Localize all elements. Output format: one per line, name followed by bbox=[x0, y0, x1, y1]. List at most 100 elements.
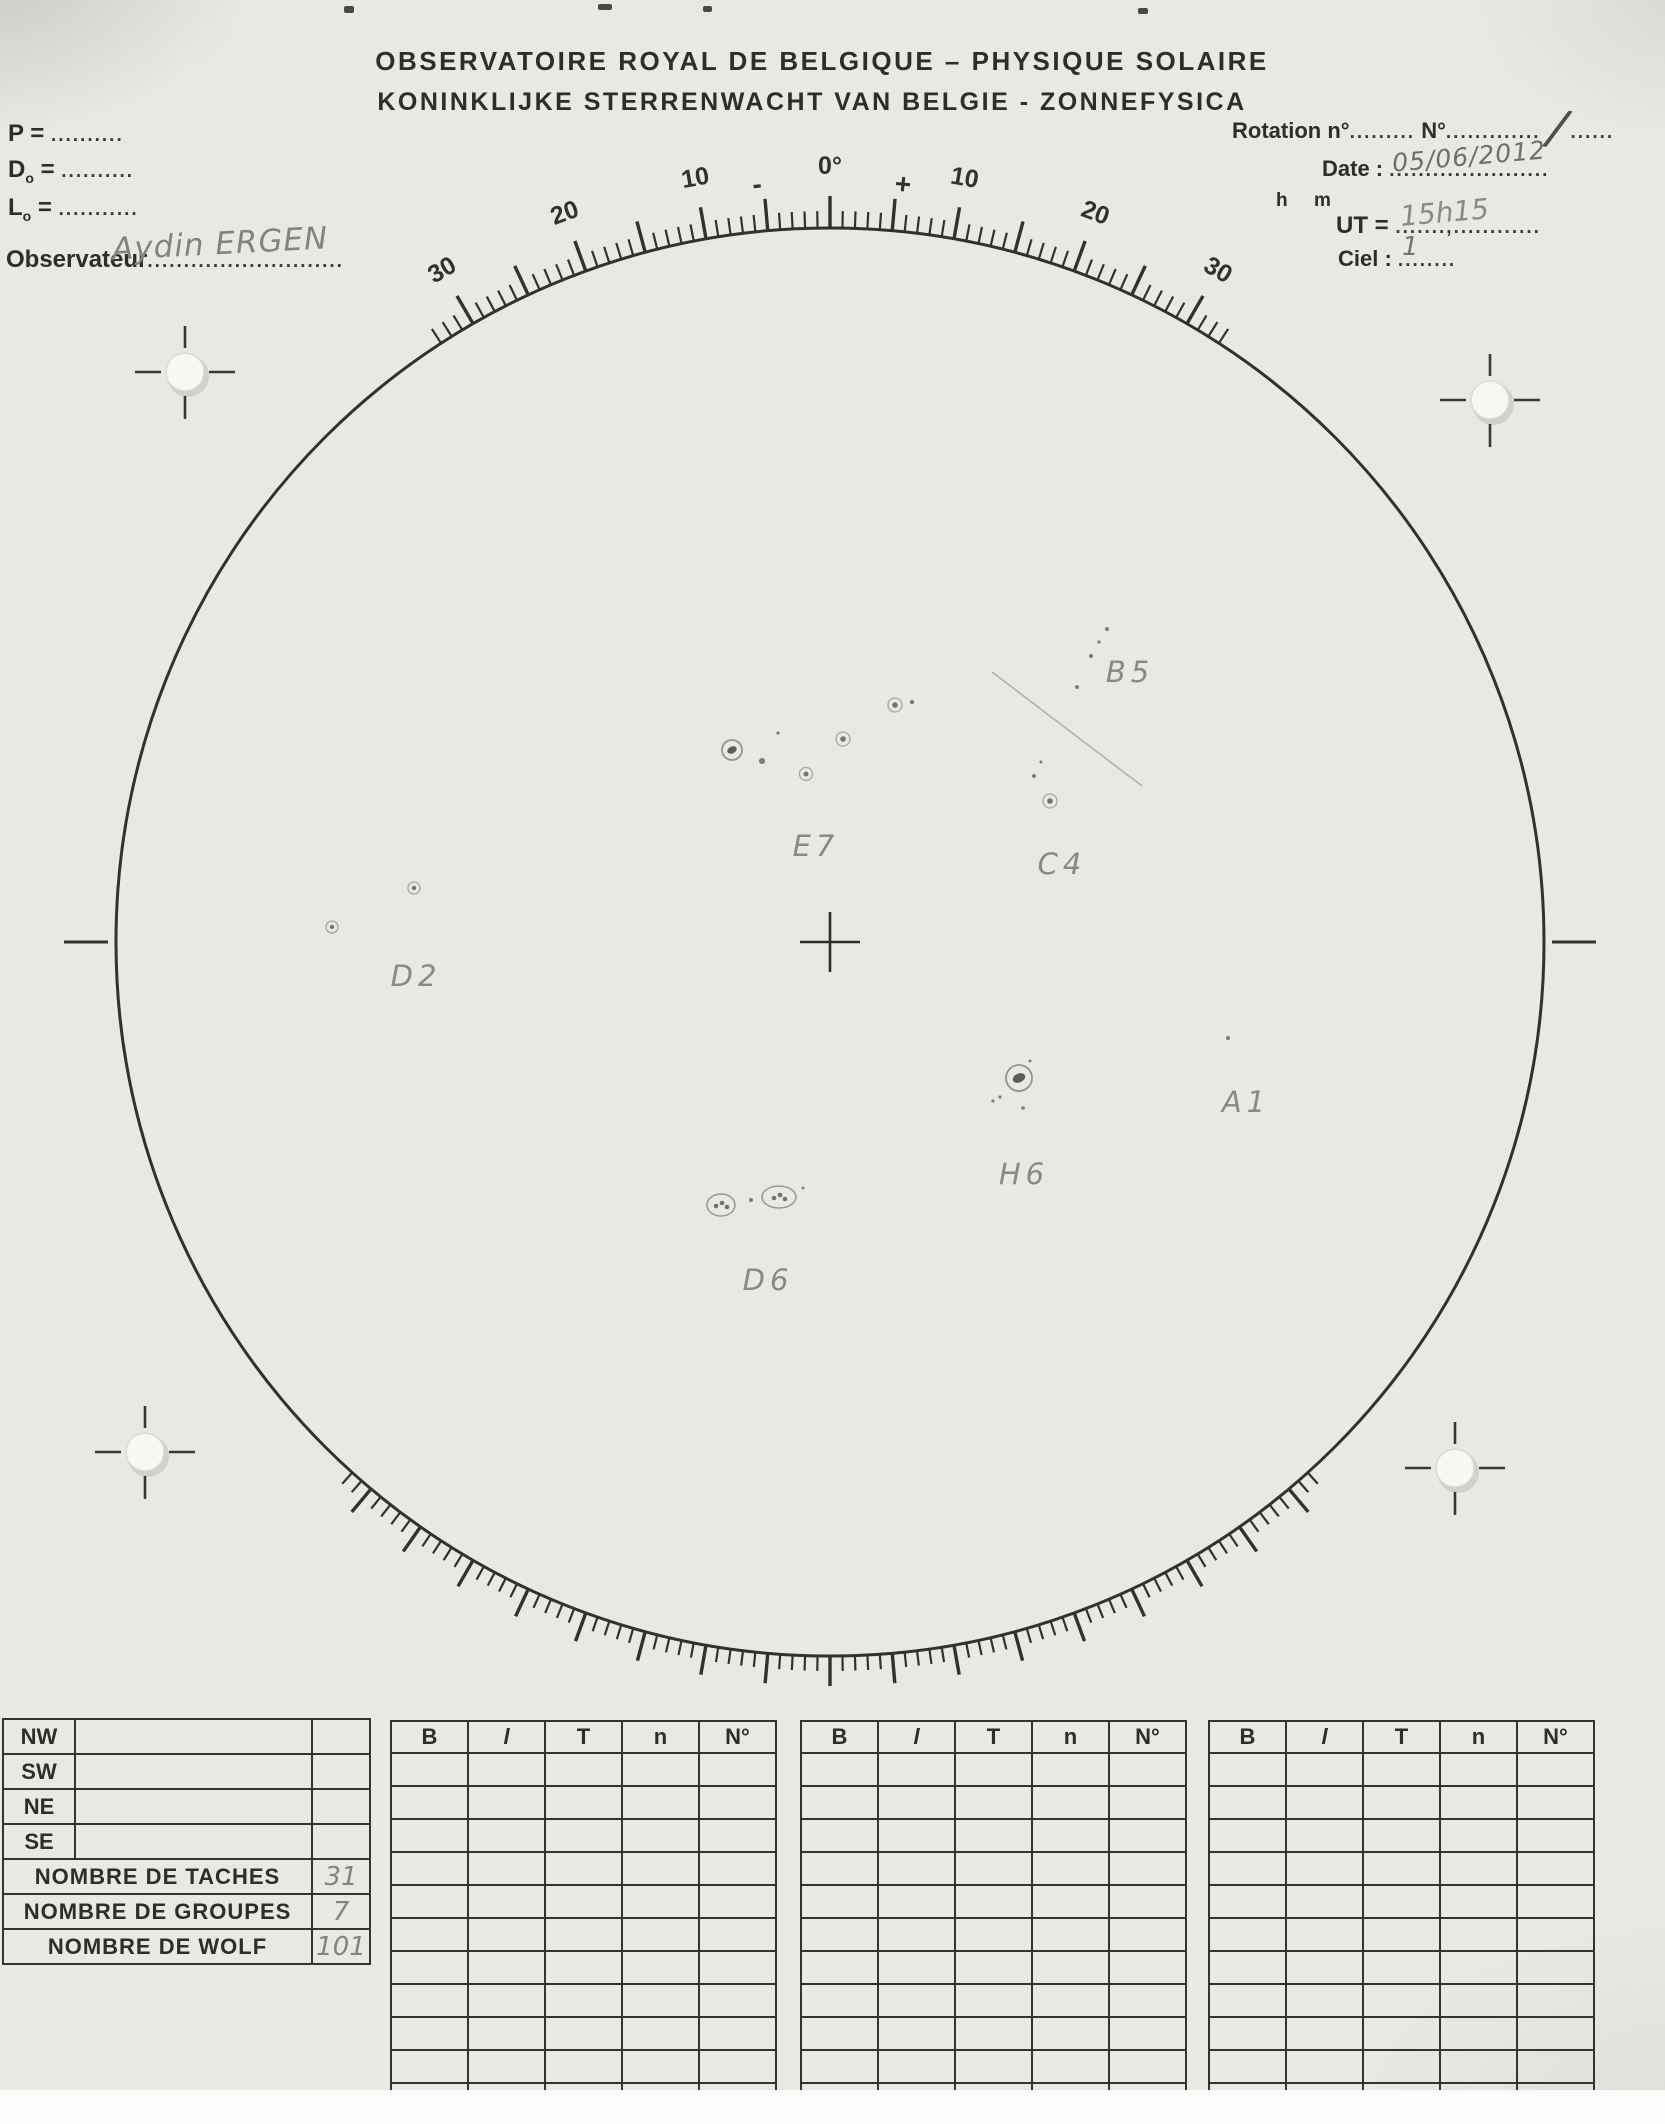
rotation-label: Rotation n° bbox=[1232, 118, 1350, 143]
top-scale-tick bbox=[676, 226, 683, 244]
bottom-scale-tick bbox=[699, 1644, 708, 1675]
measurement-empty-cell bbox=[1362, 1752, 1441, 1787]
fiducial-marker bbox=[125, 1432, 165, 1472]
top-scale-tick bbox=[903, 214, 908, 233]
top-scale-tick bbox=[1037, 242, 1045, 260]
measurement-empty-cell bbox=[1031, 1917, 1110, 1952]
column-header-B: B bbox=[1208, 1720, 1287, 1754]
sunspot-umbra-D2 bbox=[411, 885, 417, 891]
bottom-scale-tick bbox=[714, 1647, 720, 1663]
measurement-empty-cell bbox=[1108, 1785, 1187, 1820]
measurement-empty-cell bbox=[1208, 1983, 1287, 2018]
bottom-scale-tick bbox=[1037, 1624, 1045, 1640]
measurement-empty-cell bbox=[1439, 2049, 1518, 2084]
measurement-empty-cell bbox=[1208, 2016, 1287, 2051]
bottom-scale-tick bbox=[1001, 1634, 1008, 1650]
measurement-empty-cell bbox=[1285, 1917, 1364, 1952]
measurement-empty-cell bbox=[1439, 1851, 1518, 1886]
measurement-empty-cell bbox=[390, 2049, 469, 2084]
sunspot-penumbra-E7 bbox=[798, 766, 814, 782]
measurement-empty-cell bbox=[1516, 2016, 1595, 2051]
bottom-scale-tick bbox=[928, 1648, 933, 1665]
measurement-empty-row bbox=[800, 2049, 1187, 2084]
bottom-scale-tick bbox=[341, 1471, 354, 1485]
top-scale-tick bbox=[1061, 250, 1070, 268]
top-scale-tick bbox=[977, 226, 984, 244]
measurement-empty-row bbox=[1208, 2016, 1595, 2051]
summary-label: NOMBRE DE WOLF bbox=[2, 1928, 313, 1965]
measurement-empty-cell bbox=[1208, 1917, 1287, 1952]
column-header-No: N° bbox=[1108, 1720, 1187, 1754]
quadrant-row-nw: NW bbox=[2, 1718, 371, 1755]
bottom-scale-tick bbox=[1025, 1628, 1032, 1644]
sunspot-ring-H6 bbox=[1005, 1064, 1033, 1092]
top-scale-tick bbox=[590, 250, 599, 268]
measurement-empty-cell bbox=[954, 1983, 1033, 2018]
hm-label: h m bbox=[1276, 190, 1331, 211]
group-label-B5: B5 bbox=[1106, 655, 1154, 689]
field-date: Date : ...................... bbox=[1322, 156, 1549, 182]
top-scale-tick bbox=[455, 295, 475, 325]
number-dotted-line: ............. bbox=[1445, 122, 1541, 143]
summary-label: NOMBRE DE GROUPES bbox=[2, 1893, 313, 1930]
top-scale-tick bbox=[1207, 321, 1219, 338]
measurement-empty-row bbox=[1208, 1818, 1595, 1853]
field-rotation: Rotation n°......... N°.................… bbox=[1232, 118, 1614, 144]
measurement-empty-cell bbox=[1108, 1950, 1187, 1985]
measurement-empty-cell bbox=[621, 2016, 700, 2051]
measurement-empty-cell bbox=[467, 1818, 546, 1853]
measurement-empty-cell bbox=[1031, 1818, 1110, 1853]
measurement-empty-row bbox=[390, 1851, 777, 1886]
column-header-T: T bbox=[544, 1720, 623, 1754]
bottom-scale-tick bbox=[752, 1651, 757, 1668]
measurement-empty-cell bbox=[390, 2016, 469, 2051]
measurement-empty-cell bbox=[698, 2016, 777, 2051]
measurement-empty-cell bbox=[544, 1917, 623, 1952]
top-scale-tick bbox=[1164, 296, 1175, 313]
quadrant-row-sw: SW bbox=[2, 1753, 371, 1790]
bottom-scale-tick bbox=[380, 1503, 392, 1518]
measurement-empty-cell bbox=[390, 1818, 469, 1853]
measurement-empty-cell bbox=[1516, 1884, 1595, 1919]
observer-label: Observateur bbox=[6, 246, 148, 273]
field-p: P = .......... bbox=[8, 120, 124, 148]
bottom-scale-tick bbox=[498, 1577, 507, 1593]
group-label-H6: H6 bbox=[999, 1157, 1049, 1191]
measurement-empty-cell bbox=[877, 1785, 956, 1820]
bottom-scale-tick bbox=[1175, 1565, 1185, 1581]
top-scale-tick bbox=[573, 240, 588, 272]
column-header-B: B bbox=[390, 1720, 469, 1754]
bottom-scale-tick bbox=[1119, 1593, 1128, 1609]
measurement-empty-cell bbox=[954, 1851, 1033, 1886]
measurement-empty-cell bbox=[800, 1785, 879, 1820]
ut-label: UT = bbox=[1336, 212, 1389, 239]
date-label: Date : bbox=[1322, 156, 1384, 181]
top-scale-tick bbox=[1001, 232, 1008, 250]
sunspot-dot-D6 bbox=[749, 1198, 753, 1202]
top-scale-tick bbox=[1084, 259, 1093, 276]
measurement-empty-row bbox=[800, 2016, 1187, 2051]
sunspot-penumbra-D2 bbox=[325, 920, 339, 934]
bottom-scale-tick bbox=[1287, 1487, 1310, 1514]
sunspot-umbra-E7 bbox=[803, 771, 809, 777]
bottom-scale-tick bbox=[778, 1654, 782, 1670]
measurement-empty-cell bbox=[800, 1983, 879, 2018]
measurement-empty-cell bbox=[467, 1785, 546, 1820]
quadrant-label: SW bbox=[2, 1753, 76, 1790]
top-scale-tick bbox=[513, 265, 530, 296]
measurement-empty-cell bbox=[1439, 2016, 1518, 2051]
measurement-empty-cell bbox=[1031, 1950, 1110, 1985]
measurement-empty-cell bbox=[1439, 1950, 1518, 1985]
measurement-empty-cell bbox=[467, 1917, 546, 1952]
measurement-empty-cell bbox=[800, 1818, 879, 1853]
bottom-scale-tick bbox=[1238, 1525, 1259, 1553]
bottom-scale-tick bbox=[664, 1637, 671, 1653]
measurement-empty-row bbox=[800, 1752, 1187, 1787]
bottom-scale-tick bbox=[1196, 1553, 1207, 1568]
sunspot-umbra-E7 bbox=[892, 702, 898, 708]
scale-label-30: 30 bbox=[1199, 251, 1237, 289]
top-scale-tick bbox=[615, 242, 623, 260]
top-scale-tick bbox=[739, 216, 745, 234]
measurement-empty-row bbox=[1208, 1785, 1595, 1820]
